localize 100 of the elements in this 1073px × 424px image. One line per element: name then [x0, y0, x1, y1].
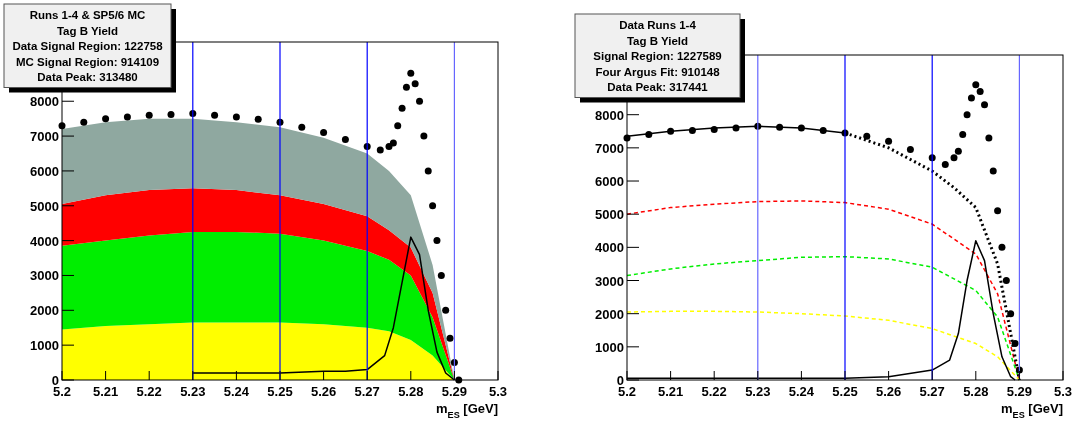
- point: [167, 110, 175, 118]
- x-tick-label: 5.23: [180, 384, 206, 399]
- point: [885, 137, 893, 145]
- x-tick-label: 5.25: [832, 384, 858, 399]
- annotation: Signal Region: 1227589: [593, 50, 722, 62]
- point: [123, 113, 131, 121]
- point: [442, 306, 450, 314]
- x-tick-label: 5.3: [488, 384, 508, 399]
- point: [994, 207, 1002, 215]
- point: [981, 101, 989, 109]
- point: [145, 111, 153, 119]
- y-tick-label: 6000: [30, 163, 59, 179]
- text: Data Runs 1-4: [619, 19, 697, 31]
- point: [407, 69, 415, 77]
- y-tick-label: 1000: [595, 339, 624, 355]
- point: [985, 134, 993, 142]
- point: [1002, 277, 1010, 285]
- y-tick-label: 4000: [30, 233, 59, 249]
- point: [688, 127, 696, 135]
- x-tick-label: 5.21: [657, 384, 684, 399]
- y-tick-label: 8000: [30, 94, 59, 110]
- point: [298, 123, 306, 131]
- y-tick-label: 7000: [30, 129, 59, 145]
- y-tick-label: 2000: [30, 303, 59, 319]
- annotation: Data Peak: 313480: [37, 71, 138, 83]
- point: [424, 167, 432, 175]
- x-tick-label: 5.3: [1053, 384, 1073, 399]
- point: [320, 129, 328, 137]
- x-tick-label: 5.24: [223, 384, 250, 399]
- point: [402, 83, 410, 91]
- point: [732, 124, 740, 132]
- point: [376, 146, 384, 154]
- point: [1011, 340, 1019, 348]
- x-tick-label: 5.25: [267, 384, 293, 399]
- text: Runs 1-4 & SP5/6 MC: [29, 9, 146, 21]
- y-tick-label: 2000: [595, 306, 624, 322]
- point: [963, 111, 971, 119]
- point: [437, 271, 445, 279]
- point: [211, 111, 219, 119]
- point: [1007, 310, 1015, 318]
- y-tick-label: 1000: [30, 338, 59, 354]
- annotation: Four Argus Fit: 910148: [595, 65, 721, 78]
- point: [254, 115, 262, 123]
- point: [429, 202, 437, 210]
- point: [989, 167, 997, 175]
- point: [446, 334, 454, 342]
- x-tick-label: 5.22: [136, 384, 162, 399]
- point: [398, 104, 406, 112]
- point: [998, 243, 1006, 251]
- line-series: [626, 200, 1021, 381]
- point: [80, 118, 88, 126]
- point: [976, 87, 984, 95]
- y-tick-label: 3000: [30, 268, 59, 284]
- x-tick-label: 5.24: [788, 384, 815, 399]
- point: [972, 81, 980, 89]
- text: Tag B Yield: [56, 24, 119, 37]
- point: [420, 132, 428, 140]
- x-axis-title: m$_{ES}$ [GeV]: [1001, 401, 1063, 420]
- point: [954, 147, 962, 155]
- point: [819, 127, 827, 135]
- y-tick-label: 8000: [595, 107, 624, 123]
- point: [959, 131, 967, 139]
- point: [394, 122, 402, 130]
- point: [967, 94, 975, 102]
- point: [941, 160, 949, 168]
- y-tick-label: 7000: [595, 140, 624, 156]
- point: [906, 146, 914, 154]
- x-tick-label: 5.27: [354, 384, 380, 399]
- point: [863, 132, 871, 140]
- x-tick-label: 5.29: [1006, 384, 1033, 399]
- y-tick-label: 5000: [30, 198, 59, 214]
- annotation: Data Signal Region: 122758: [12, 40, 164, 52]
- x-tick-label: 5.23: [745, 384, 771, 399]
- point: [102, 115, 110, 123]
- x-axis-title: m$_{ES}$ [GeV]: [436, 401, 498, 420]
- x-tick-label: 5.28: [398, 384, 424, 399]
- point: [710, 126, 718, 134]
- point: [645, 131, 653, 139]
- point: [389, 139, 397, 147]
- annotation: MC Signal Region: 914109: [15, 55, 160, 68]
- point: [232, 113, 240, 121]
- point: [411, 80, 419, 88]
- x-tick-label: 5.22: [701, 384, 727, 399]
- y-tick-label: 4000: [595, 240, 624, 256]
- y-tick-label: 6000: [595, 174, 624, 190]
- x-tick-label: 5.26: [875, 384, 902, 399]
- point: [667, 127, 675, 135]
- x-tick-label: 5.21: [92, 384, 119, 399]
- point: [433, 237, 441, 245]
- point: [797, 124, 805, 132]
- y-tick-label: 3000: [595, 273, 624, 289]
- x-tick-label: 5.28: [963, 384, 989, 399]
- line-series: [626, 310, 1021, 381]
- y-tick-label: 5000: [595, 207, 624, 223]
- x-tick-label: 5.29: [441, 384, 468, 399]
- point: [341, 136, 349, 144]
- x-tick-label: 5.27: [919, 384, 945, 399]
- point: [776, 123, 784, 131]
- text: Tag B Yield: [626, 34, 689, 47]
- point: [950, 154, 958, 162]
